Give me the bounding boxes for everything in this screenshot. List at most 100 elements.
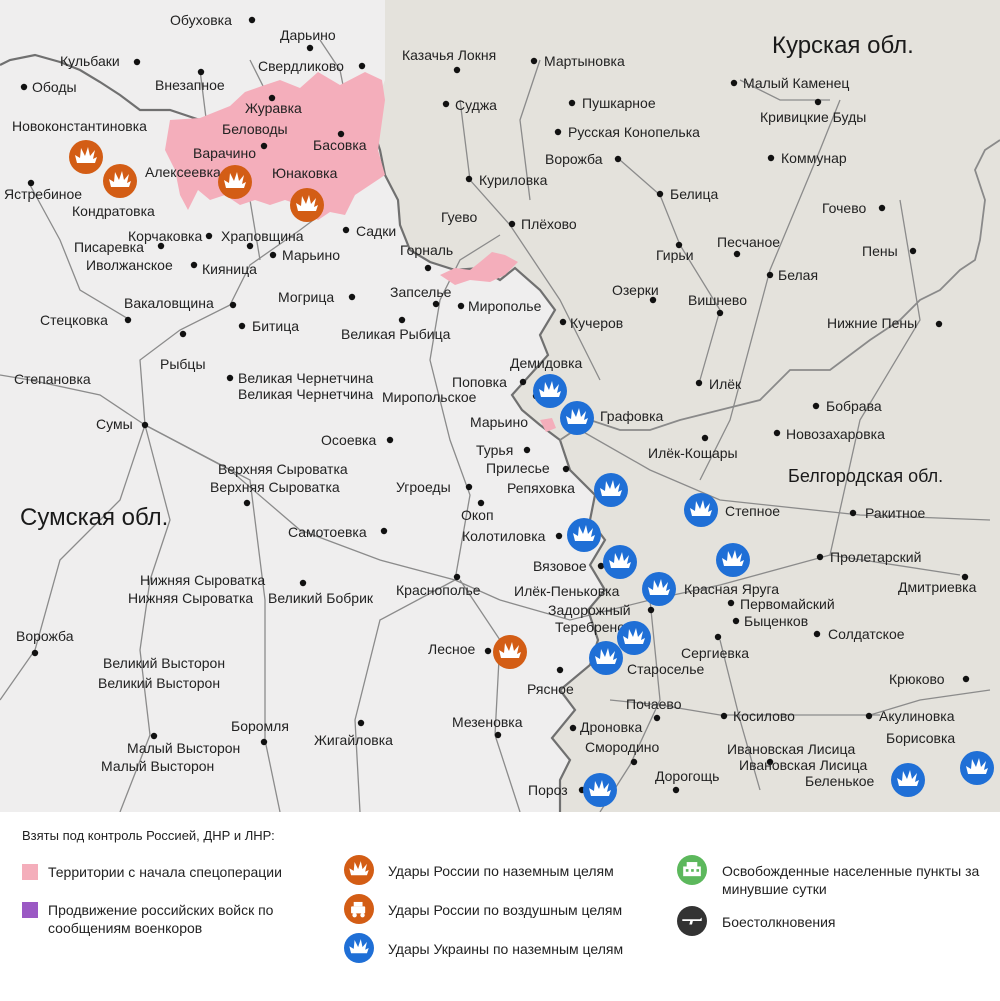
- place-label: Кияница: [202, 261, 257, 277]
- place-label: Иволжанское: [86, 257, 173, 273]
- ukrainian-strike-icon[interactable]: [642, 572, 676, 606]
- russian-strike-icon[interactable]: [69, 140, 103, 174]
- advance-swatch: [22, 902, 38, 918]
- ukrainian-strike-icon[interactable]: [583, 773, 617, 807]
- place-label: Крюково: [889, 671, 945, 687]
- place-label: Илёк-Пеньковка: [514, 583, 620, 599]
- place-label: Вишнево: [688, 292, 747, 308]
- place-label: Внезапное: [155, 77, 225, 93]
- place-label: Илёк: [709, 376, 742, 392]
- place-label: Гочево: [822, 200, 866, 216]
- place-label: Марьино: [282, 247, 340, 263]
- place-label: Краснополье: [396, 582, 481, 598]
- place-label: Ястребиное: [4, 186, 82, 202]
- place-label: Мирополье: [468, 298, 542, 314]
- place-label: Графовка: [600, 408, 664, 424]
- place-label: Пены: [862, 243, 898, 259]
- ukrainian-ground-strike-icon: [344, 933, 374, 963]
- place-label: Храповщина: [221, 228, 304, 244]
- place-label: Нижняя Сыроватка: [128, 590, 253, 606]
- ukrainian-strike-icon[interactable]: [617, 621, 651, 655]
- russian-air-strike-icon: [344, 894, 374, 924]
- oblast-border: [559, 139, 1000, 441]
- place-label: Рыбцы: [160, 356, 206, 372]
- place-label: Почаево: [626, 696, 682, 712]
- legend-clashes: Боестолкновения: [722, 914, 836, 930]
- place-label: Демидовка: [510, 355, 583, 371]
- place-labels: Обуховка Дарьино Свердликово Казачья Лок…: [4, 12, 977, 798]
- place-label: Гуево: [441, 209, 478, 225]
- ukrainian-strike-icon[interactable]: [560, 401, 594, 435]
- place-label: Суджа: [455, 97, 497, 113]
- place-dots: [20, 16, 970, 794]
- place-label: Задорожный: [548, 602, 631, 618]
- place-label: Поповка: [452, 374, 507, 390]
- place-label: Нижняя Сыроватка: [140, 572, 265, 588]
- place-label: Солдатское: [828, 626, 905, 642]
- place-label: Великая Рыбица: [341, 326, 451, 342]
- controlled-territory-east: [440, 252, 518, 285]
- place-label: Боромля: [231, 718, 289, 734]
- place-label: Осоевка: [321, 432, 376, 448]
- place-label: Теребрено: [555, 619, 625, 635]
- place-label: Ивановская Лисица: [727, 741, 855, 757]
- place-label: Дмитриевка: [898, 579, 977, 595]
- place-label: Прилесье: [486, 460, 550, 476]
- ukrainian-strike-icon[interactable]: [594, 473, 628, 507]
- place-label: Нижние Пены: [827, 315, 917, 331]
- place-label: Красная Яруга: [684, 581, 779, 597]
- place-label: Верхняя Сыроватка: [210, 479, 340, 495]
- ukrainian-strike-icon[interactable]: [533, 374, 567, 408]
- ukrainian-strike-icon[interactable]: [589, 641, 623, 675]
- place-label: Писаревка: [74, 239, 144, 255]
- place-label: Могрица: [278, 289, 334, 305]
- russian-strike-icon[interactable]: [493, 635, 527, 669]
- ukrainian-strike-icon[interactable]: [960, 751, 994, 785]
- clash-icon: [677, 906, 707, 936]
- russian-strike-icon[interactable]: [103, 164, 137, 198]
- place-label: Журавка: [245, 100, 302, 116]
- place-label: Ивановская Лисица: [739, 757, 867, 773]
- place-label: Стецковка: [40, 312, 108, 328]
- legend-title: Взяты под контроль Россией, ДНР и ЛНР:: [22, 828, 275, 843]
- place-label: Беловоды: [222, 121, 288, 137]
- place-label: Горналь: [400, 242, 453, 258]
- place-label: Самотоевка: [288, 524, 367, 540]
- place-label: Кривицкие Буды: [760, 109, 866, 125]
- place-label: Корчаковка: [128, 228, 202, 244]
- russian-ground-strike-icon: [344, 855, 374, 885]
- russian-strike-icon[interactable]: [290, 188, 324, 222]
- place-label: Бобрава: [826, 398, 882, 414]
- legend-territory: Территории с начала спецоперации: [48, 864, 282, 880]
- place-label: Колотиловка: [462, 528, 546, 544]
- ukrainian-strike-icon[interactable]: [716, 543, 750, 577]
- place-label: Великий Бобрик: [268, 590, 374, 606]
- legend: Взяты под контроль Россией, ДНР и ЛНР: Т…: [0, 812, 1000, 1001]
- place-label: Белая: [778, 267, 818, 283]
- place-label: Кульбаки: [60, 53, 120, 69]
- place-label: Великий Высторон: [98, 675, 220, 691]
- ukrainian-strike-icon[interactable]: [684, 493, 718, 527]
- place-label: Вакаловщина: [124, 295, 214, 311]
- place-label: Быценков: [744, 613, 808, 629]
- place-label: Обуховка: [170, 12, 232, 28]
- place-label: Косилово: [733, 708, 795, 724]
- place-label: Мезеновка: [452, 714, 523, 730]
- place-label: Марьино: [470, 414, 528, 430]
- place-label: Жигайловка: [314, 732, 393, 748]
- place-label: Ободы: [32, 79, 77, 95]
- place-label: Окоп: [461, 507, 494, 523]
- place-label: Великая Чернетчина: [238, 386, 374, 402]
- place-label: Илёк-Кошары: [648, 445, 738, 461]
- place-label: Пушкарное: [582, 95, 656, 111]
- ukrainian-strike-icon[interactable]: [891, 763, 925, 797]
- place-label: Новоконстантиновка: [12, 118, 147, 134]
- russian-strike-icon[interactable]: [218, 165, 252, 199]
- place-label: Великая Чернетчина: [238, 370, 374, 386]
- place-label: Сумы: [96, 416, 133, 432]
- legend-ru-ground: Удары России по наземным целям: [388, 863, 614, 879]
- place-label: Кучеров: [570, 315, 623, 331]
- ukrainian-strike-icon[interactable]: [603, 545, 637, 579]
- place-label: Первомайский: [740, 596, 835, 612]
- ukrainian-strike-icon[interactable]: [567, 518, 601, 552]
